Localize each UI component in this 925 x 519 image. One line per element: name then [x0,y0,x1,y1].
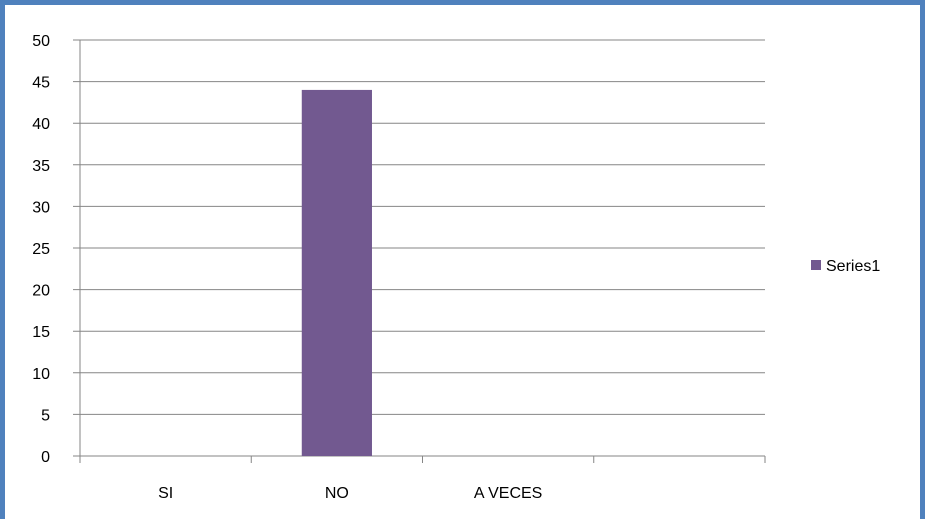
legend: Series1 [811,258,880,275]
y-tick-label-50: 50 [32,33,50,50]
y-tick-label-25: 25 [32,241,50,258]
y-tick-label-40: 40 [32,116,50,133]
x-tick-label-no: NO [325,485,349,502]
x-tick-labels: SI NO A VECES [158,485,542,502]
y-tick-label-35: 35 [32,158,50,175]
x-tick-label-a-veces: A VECES [474,485,542,502]
y-tick-label-5: 5 [41,407,50,424]
y-tick-label-20: 20 [32,283,50,300]
y-tick-labels: 0 5 10 15 20 25 30 35 40 45 50 [32,33,50,466]
y-tick-label-15: 15 [32,324,50,341]
y-tick-label-10: 10 [32,366,50,383]
legend-swatch-series1 [811,260,821,270]
x-tick-label-si: SI [158,485,173,502]
bars [301,89,372,457]
axes [73,40,766,463]
y-tick-label-45: 45 [32,75,50,92]
y-tick-label-30: 30 [32,199,50,216]
legend-label-series1: Series1 [826,258,880,275]
y-tick-label-0: 0 [41,449,50,466]
gridlines [73,39,765,415]
bar-no [301,89,372,457]
